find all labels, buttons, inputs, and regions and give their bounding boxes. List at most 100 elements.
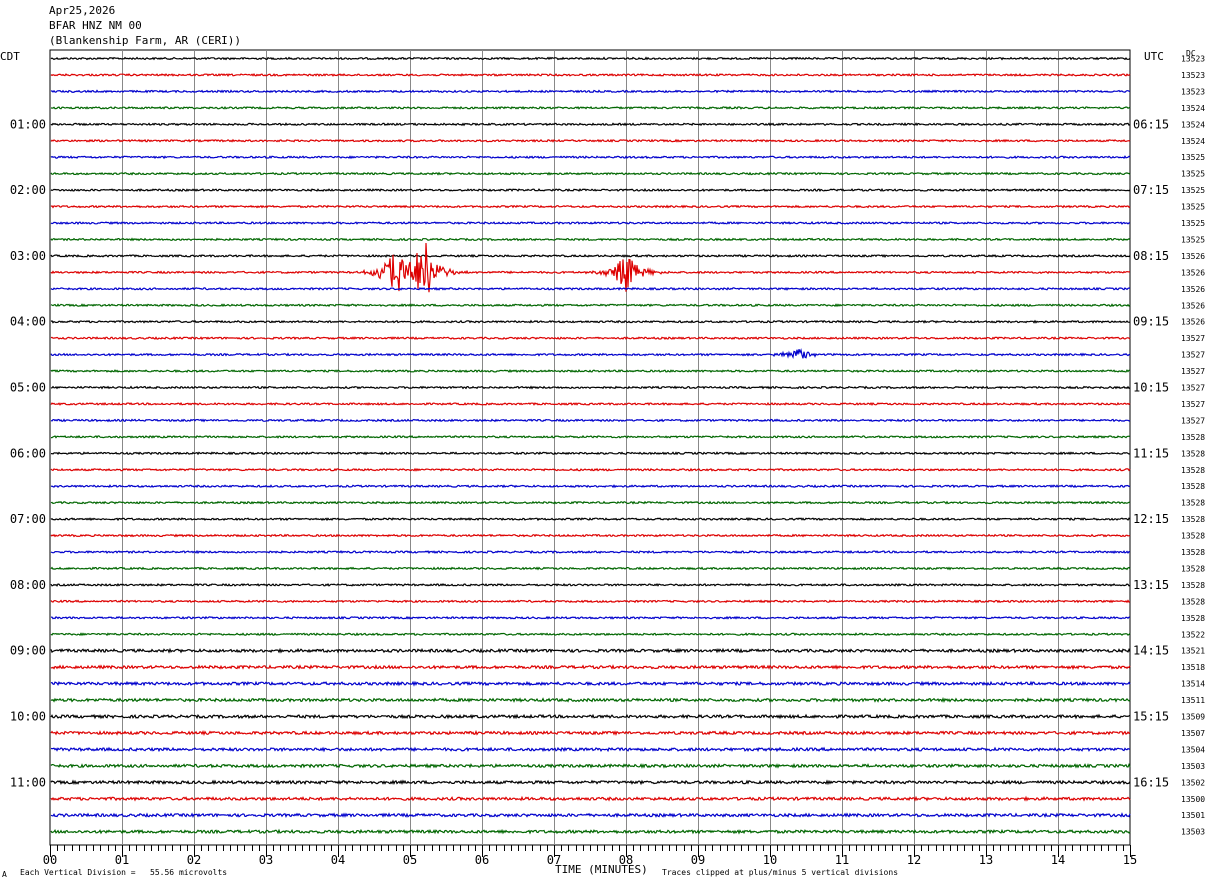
dc-offset-label: 13503 [1181, 828, 1205, 837]
dc-offset-label: 13528 [1181, 449, 1205, 458]
dc-offset-label: 13523 [1181, 87, 1205, 96]
dc-offset-label: 13526 [1181, 285, 1205, 294]
seismic-trace [50, 779, 1131, 786]
dc-offset-label: 13528 [1181, 499, 1205, 508]
dc-offset-label: 13521 [1181, 647, 1205, 656]
local-hour-label: 10:00 [10, 710, 46, 724]
utc-hour-label: 08:15 [1133, 249, 1169, 263]
dc-offset-label: 13500 [1181, 795, 1205, 804]
seismic-trace [51, 451, 1131, 456]
seismic-trace [50, 122, 1131, 127]
dc-offset-label: 13528 [1181, 482, 1205, 491]
seismic-trace [50, 418, 1131, 423]
seismic-trace [50, 484, 1131, 489]
seismic-trace [50, 348, 1131, 360]
x-tick-label: 07 [547, 853, 561, 867]
seismic-trace [50, 533, 1131, 538]
seismic-trace [50, 746, 1131, 753]
utc-hour-label: 12:15 [1133, 512, 1169, 526]
seismic-trace [50, 385, 1131, 390]
seismic-trace [50, 286, 1131, 291]
dc-offset-label: 13525 [1181, 186, 1205, 195]
seismic-trace [50, 242, 1131, 293]
dc-offset-label: 13527 [1181, 334, 1205, 343]
dc-offset-label: 13528 [1181, 433, 1205, 442]
x-tick-label: 06 [475, 853, 489, 867]
dc-offset-label: 13524 [1181, 120, 1205, 129]
seismic-trace [50, 155, 1131, 160]
dc-offset-label: 13523 [1181, 55, 1205, 64]
utc-hour-label: 16:15 [1133, 775, 1169, 789]
seismic-trace [50, 697, 1131, 704]
x-tick-label: 14 [1051, 853, 1065, 867]
x-tick-label: 12 [907, 853, 921, 867]
dc-offset-label: 13524 [1181, 104, 1205, 113]
seismic-trace [50, 204, 1131, 209]
utc-hour-label: 07:15 [1133, 183, 1169, 197]
seismic-trace [50, 237, 1131, 242]
utc-hour-label: 11:15 [1133, 446, 1169, 460]
x-tick-label: 09 [691, 853, 705, 867]
dc-offset-label: 13526 [1181, 252, 1205, 261]
x-tick-label: 05 [403, 853, 417, 867]
x-tick-label: 15 [1123, 853, 1137, 867]
seismic-trace [50, 467, 1131, 472]
dc-offset-label: 13528 [1181, 515, 1205, 524]
dc-offset-label: 13522 [1181, 630, 1205, 639]
x-tick-label: 04 [331, 853, 345, 867]
dc-offset-label: 13511 [1181, 696, 1205, 705]
seismic-trace [50, 812, 1131, 819]
seismic-trace [50, 401, 1131, 406]
dc-offset-label: 13527 [1181, 367, 1205, 376]
dc-offset-label: 13518 [1181, 663, 1205, 672]
station-code: BFAR HNZ NM 00 [49, 19, 142, 32]
x-tick-label: 03 [259, 853, 273, 867]
seismic-trace [51, 434, 1131, 439]
seismic-trace [50, 729, 1131, 736]
local-hour-label: 04:00 [10, 315, 46, 329]
seismic-trace [50, 319, 1131, 324]
seismic-trace [50, 795, 1131, 802]
x-tick-label: 11 [835, 853, 849, 867]
seismic-trace [50, 647, 1131, 654]
seismic-trace [50, 762, 1131, 769]
utc-hour-label: 15:15 [1133, 710, 1169, 724]
seismic-trace [50, 680, 1131, 687]
seismic-trace [50, 599, 1131, 604]
seismic-trace [50, 582, 1131, 587]
x-axis-label: TIME (MINUTES) [555, 863, 648, 876]
dc-offset-label: 13528 [1181, 532, 1205, 541]
seismic-trace [50, 221, 1131, 226]
seismic-trace [50, 615, 1131, 620]
seismic-trace [50, 56, 1131, 61]
seismic-trace [50, 828, 1131, 835]
vertical-scale-note: Each Vertical Division = 55.56 microvolt… [20, 868, 228, 877]
local-hour-label: 07:00 [10, 512, 46, 526]
local-hour-label: 06:00 [10, 446, 46, 460]
local-timezone-label: CDT [0, 50, 20, 63]
x-tick-label: 01 [115, 853, 129, 867]
dc-offset-label: 13526 [1181, 301, 1205, 310]
x-tick-label: 00 [43, 853, 57, 867]
dc-offset-label: 13527 [1181, 400, 1205, 409]
dc-offset-label: 13503 [1181, 762, 1205, 771]
seismic-trace [50, 253, 1131, 259]
dc-offset-label: 13525 [1181, 235, 1205, 244]
dc-offset-label: 13528 [1181, 466, 1205, 475]
dc-offset-label: 13525 [1181, 170, 1205, 179]
local-hour-label: 01:00 [10, 117, 46, 131]
seismic-trace [50, 138, 1131, 143]
seismic-trace [50, 369, 1131, 374]
dc-offset-label: 13507 [1181, 729, 1205, 738]
clip-note: Traces clipped at plus/minus 5 vertical … [662, 868, 899, 877]
x-tick-label: 10 [763, 853, 777, 867]
seismic-trace [51, 105, 1131, 110]
dc-offset-label: 13504 [1181, 745, 1205, 754]
seismic-trace [50, 171, 1131, 176]
local-hour-label: 08:00 [10, 578, 46, 592]
dc-offset-label: 13525 [1181, 203, 1205, 212]
dc-offset-label: 13502 [1181, 778, 1205, 787]
dc-offset-label: 13525 [1181, 153, 1205, 162]
seismic-trace [50, 664, 1131, 671]
utc-timezone-label: UTC [1144, 50, 1164, 63]
